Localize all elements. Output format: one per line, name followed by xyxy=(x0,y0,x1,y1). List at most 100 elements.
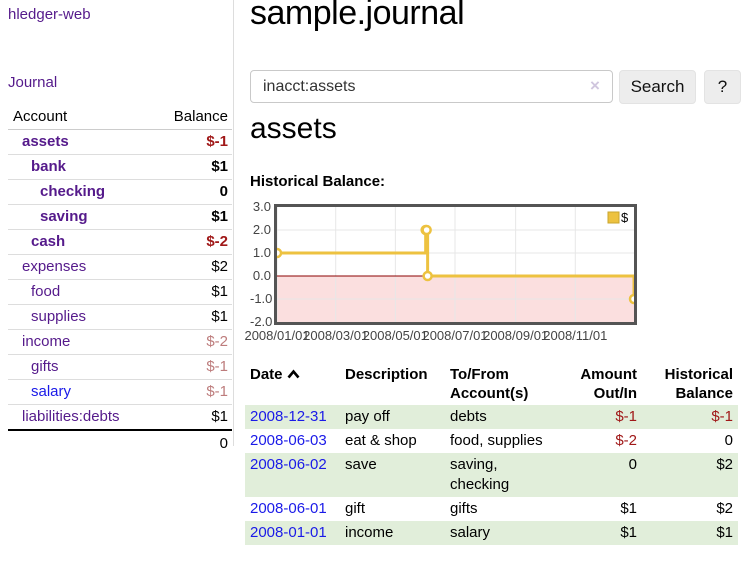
account-link[interactable]: liabilities:debts xyxy=(22,408,120,425)
x-axis-tick-label: 2008/03/01 xyxy=(303,328,369,343)
transaction-accounts: gifts xyxy=(450,500,478,517)
account-balance: $1 xyxy=(152,204,232,230)
register-header-row: Date Description To/From Account(s) Amou… xyxy=(245,363,738,405)
account-column-header: Account xyxy=(8,105,153,130)
account-row: gifts $-1 xyxy=(8,354,232,380)
account-heading: assets xyxy=(250,112,337,145)
clear-search-icon[interactable]: × xyxy=(590,76,600,95)
account-row: assets $-1 xyxy=(8,130,232,155)
transaction-date-link[interactable]: 2008-06-01 xyxy=(250,500,327,517)
accounts-column-header: To/From Account(s) xyxy=(450,366,529,402)
account-link[interactable]: supplies xyxy=(31,308,87,325)
sidebar-divider xyxy=(233,0,234,446)
y-axis-tick-label: 3.0 xyxy=(252,199,271,214)
sidebar-accounts-body: assets $-1 bank $1 checking 0 saving $1 cash $-2 e… xyxy=(8,130,232,430)
account-row: checking 0 xyxy=(8,179,232,205)
help-button[interactable]: ? xyxy=(704,70,741,104)
account-balance: $1 xyxy=(152,279,232,305)
chart-title: Historical Balance: xyxy=(250,173,386,190)
date-column-header[interactable]: Date xyxy=(245,363,340,405)
transaction-date-link[interactable]: 2008-06-02 xyxy=(250,456,327,473)
account-balance: $1 xyxy=(152,404,232,430)
page-title: sample.journal xyxy=(250,0,465,32)
y-axis-tick-label: 2.0 xyxy=(252,222,271,237)
account-link[interactable]: salary xyxy=(31,383,72,400)
app-title-link[interactable]: hledger-web xyxy=(8,6,91,23)
transaction-balance: $1 xyxy=(716,524,733,541)
account-row: income $-2 xyxy=(8,329,232,355)
search-button[interactable]: Search xyxy=(619,70,696,104)
register-row: 2008-12-31 pay off debts $-1 $-1 xyxy=(245,405,738,429)
account-row: saving $1 xyxy=(8,204,232,230)
transaction-amount: $1 xyxy=(620,500,637,517)
transaction-amount: 0 xyxy=(628,456,637,473)
account-balance: $-1 xyxy=(206,133,228,150)
sidebar-item-journal[interactable]: Journal xyxy=(8,74,58,91)
account-link[interactable]: checking xyxy=(40,183,106,200)
historical-balance-chart: $ 3.0 2.0 1.0 0.0 -1.0 -2.0 2008/01/01 2008/03/… xyxy=(244,200,742,344)
y-axis-tick-label: 1.0 xyxy=(252,245,271,260)
account-row: bank $1 xyxy=(8,154,232,180)
account-row: supplies $1 xyxy=(8,304,232,330)
y-axis-tick-label: -2.0 xyxy=(250,314,273,329)
register-table: Date Description To/From Account(s) Amou… xyxy=(245,363,738,545)
transaction-date-link[interactable]: 2008-06-03 xyxy=(250,432,327,449)
transaction-accounts: saving, checking xyxy=(450,456,510,493)
account-row: food $1 xyxy=(8,279,232,305)
sort-asc-icon xyxy=(287,369,300,379)
transaction-description: save xyxy=(345,456,377,473)
account-link[interactable]: expenses xyxy=(22,258,87,275)
account-link[interactable]: gifts xyxy=(31,358,59,375)
transaction-balance: $2 xyxy=(716,456,733,473)
x-axis-tick-label: 2008/07/01 xyxy=(422,328,488,343)
account-balance: $1 xyxy=(152,154,232,180)
transaction-amount: $-2 xyxy=(615,432,637,449)
register-row: 2008-06-01 gift gifts $1 $2 xyxy=(245,497,738,521)
account-row: expenses $2 xyxy=(8,254,232,280)
register-row: 2008-06-03 eat & shop food, supplies $-2 0 xyxy=(245,429,738,453)
y-axis-tick-label: -1.0 xyxy=(250,291,273,306)
transaction-balance: $-1 xyxy=(711,408,733,425)
transaction-accounts: food, supplies xyxy=(450,432,543,449)
account-balance: $-1 xyxy=(152,379,232,405)
balance-chart-svg: $ xyxy=(274,204,637,325)
transaction-description: gift xyxy=(345,500,366,517)
main-content: sample.journal × Search ? assets Histori… xyxy=(244,0,742,582)
account-row: liabilities:debts $1 xyxy=(8,404,232,430)
y-axis-tick-label: 0.0 xyxy=(252,268,271,283)
transaction-accounts: salary xyxy=(450,524,491,541)
sidebar: hledger-web Journal Account Balance asse… xyxy=(0,0,233,470)
account-link[interactable]: saving xyxy=(40,208,88,225)
transaction-description: income xyxy=(345,524,394,541)
account-balance: $2 xyxy=(152,254,232,280)
register-row: 2008-01-01 income salary $1 $1 xyxy=(245,521,738,545)
transaction-description: eat & shop xyxy=(345,432,417,449)
x-axis-tick-label: 2008/01/01 xyxy=(244,328,310,343)
accounts-table: Account Balance assets $-1 bank $1 checking 0… xyxy=(8,105,232,457)
register-body: 2008-12-31 pay off debts $-1 $-1 2008-06-03 ea… xyxy=(245,405,738,545)
amount-column-header: Amount Out/In xyxy=(580,366,637,402)
transaction-date-link[interactable]: 2008-12-31 xyxy=(250,408,327,425)
account-link[interactable]: income xyxy=(22,333,71,350)
account-link[interactable]: bank xyxy=(31,158,67,175)
svg-text:$: $ xyxy=(621,210,629,225)
account-row: cash $-2 xyxy=(8,229,232,255)
accounts-table-header: Account Balance xyxy=(8,105,232,130)
accounts-total-value: 0 xyxy=(152,429,232,457)
account-link[interactable]: food xyxy=(31,283,61,300)
transaction-amount: $1 xyxy=(620,524,637,541)
account-link[interactable]: assets xyxy=(22,133,69,150)
account-balance: $1 xyxy=(152,304,232,330)
transaction-accounts: debts xyxy=(450,408,487,425)
transaction-description: pay off xyxy=(345,408,390,425)
search-input[interactable] xyxy=(250,70,613,103)
x-axis-tick-label: 2008/05/01 xyxy=(362,328,428,343)
transaction-date-link[interactable]: 2008-01-01 xyxy=(250,524,327,541)
search-form: × Search ? xyxy=(250,70,742,104)
x-axis-tick-label: 2008/09/01 xyxy=(483,328,549,343)
account-link[interactable]: cash xyxy=(31,233,66,250)
transaction-amount: $-1 xyxy=(615,408,637,425)
transaction-balance: 0 xyxy=(724,432,733,449)
register-row: 2008-06-02 save saving, checking 0 $2 xyxy=(245,453,738,497)
x-axis-tick-label: 2008/11/01 xyxy=(543,328,608,343)
